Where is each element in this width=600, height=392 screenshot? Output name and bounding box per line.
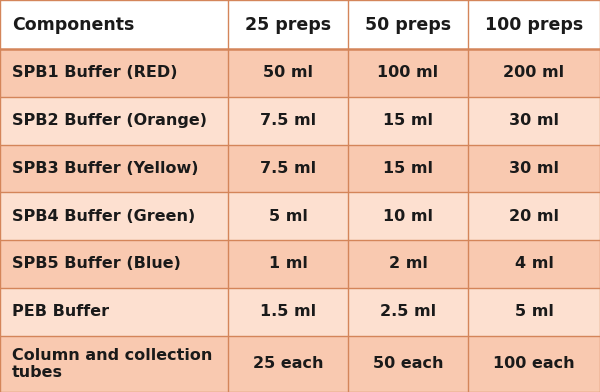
Text: 15 ml: 15 ml — [383, 113, 433, 128]
Bar — [0, 288, 600, 336]
Text: SPB3 Buffer (Yellow): SPB3 Buffer (Yellow) — [12, 161, 199, 176]
Text: PEB Buffer: PEB Buffer — [12, 304, 109, 319]
Text: 30 ml: 30 ml — [509, 113, 559, 128]
Text: SPB1 Buffer (RED): SPB1 Buffer (RED) — [12, 65, 178, 80]
Text: SPB5 Buffer (Blue): SPB5 Buffer (Blue) — [12, 256, 181, 272]
Text: 10 ml: 10 ml — [383, 209, 433, 224]
Text: 4 ml: 4 ml — [515, 256, 553, 272]
Text: 2 ml: 2 ml — [389, 256, 427, 272]
Text: Components: Components — [12, 16, 134, 33]
Text: 2.5 ml: 2.5 ml — [380, 304, 436, 319]
Text: 25 preps: 25 preps — [245, 16, 331, 33]
Bar — [0, 240, 600, 288]
Text: 5 ml: 5 ml — [269, 209, 307, 224]
Text: 50 each: 50 each — [373, 356, 443, 371]
Text: 15 ml: 15 ml — [383, 161, 433, 176]
Text: Column and collection
tubes: Column and collection tubes — [12, 348, 212, 380]
Text: SPB4 Buffer (Green): SPB4 Buffer (Green) — [12, 209, 195, 224]
Bar — [0, 0, 600, 49]
Text: 5 ml: 5 ml — [515, 304, 553, 319]
Text: 25 each: 25 each — [253, 356, 323, 371]
Text: 7.5 ml: 7.5 ml — [260, 113, 316, 128]
Bar — [0, 336, 600, 392]
Bar — [0, 97, 600, 145]
Text: 50 ml: 50 ml — [263, 65, 313, 80]
Text: 50 preps: 50 preps — [365, 16, 451, 33]
Text: 1.5 ml: 1.5 ml — [260, 304, 316, 319]
Bar — [0, 145, 600, 192]
Bar — [0, 192, 600, 240]
Text: 100 ml: 100 ml — [377, 65, 439, 80]
Text: 1 ml: 1 ml — [269, 256, 307, 272]
Text: 200 ml: 200 ml — [503, 65, 565, 80]
Text: SPB2 Buffer (Orange): SPB2 Buffer (Orange) — [12, 113, 207, 128]
Bar — [0, 49, 600, 97]
Text: 20 ml: 20 ml — [509, 209, 559, 224]
Text: 100 preps: 100 preps — [485, 16, 583, 33]
Text: 30 ml: 30 ml — [509, 161, 559, 176]
Text: 7.5 ml: 7.5 ml — [260, 161, 316, 176]
Text: 100 each: 100 each — [493, 356, 575, 371]
